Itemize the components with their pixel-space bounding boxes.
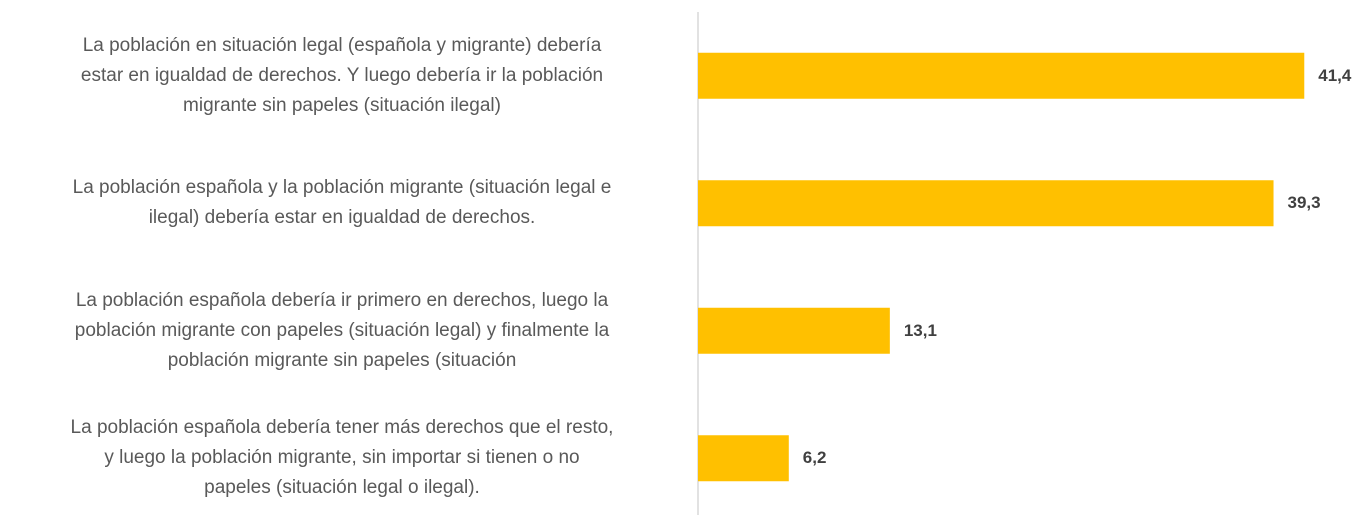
bar	[698, 180, 1274, 227]
value-label: 13,1	[903, 320, 937, 340]
bar	[698, 307, 890, 354]
value-label: 41,4	[1318, 65, 1352, 85]
category-label: La población española y la población mig…	[72, 177, 612, 229]
bar	[698, 52, 1305, 99]
value-label: 6,2	[802, 448, 827, 468]
category-label: La población española debería tener más …	[70, 417, 614, 499]
value-label: 39,3	[1287, 193, 1321, 213]
category-label: La población española debería ir primero…	[74, 289, 610, 371]
category-label: La población en situación legal (español…	[80, 34, 604, 116]
bar	[698, 435, 789, 482]
